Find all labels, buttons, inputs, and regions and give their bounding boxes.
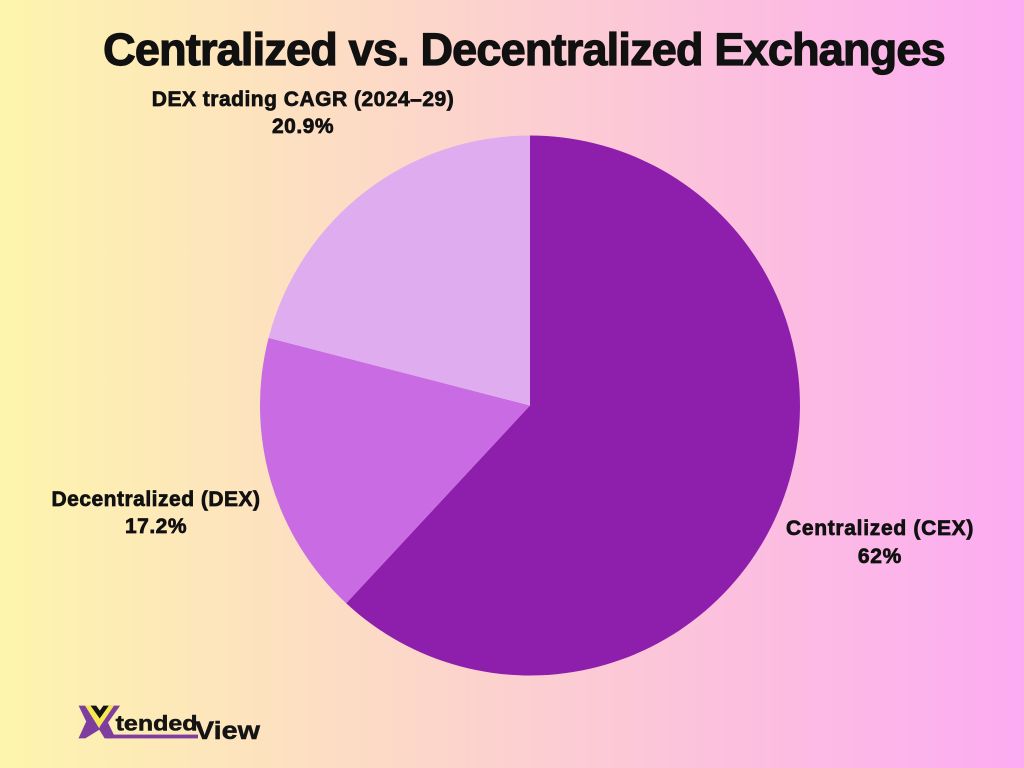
svg-text:tended: tended	[116, 713, 198, 736]
svg-text:View: View	[195, 717, 261, 745]
